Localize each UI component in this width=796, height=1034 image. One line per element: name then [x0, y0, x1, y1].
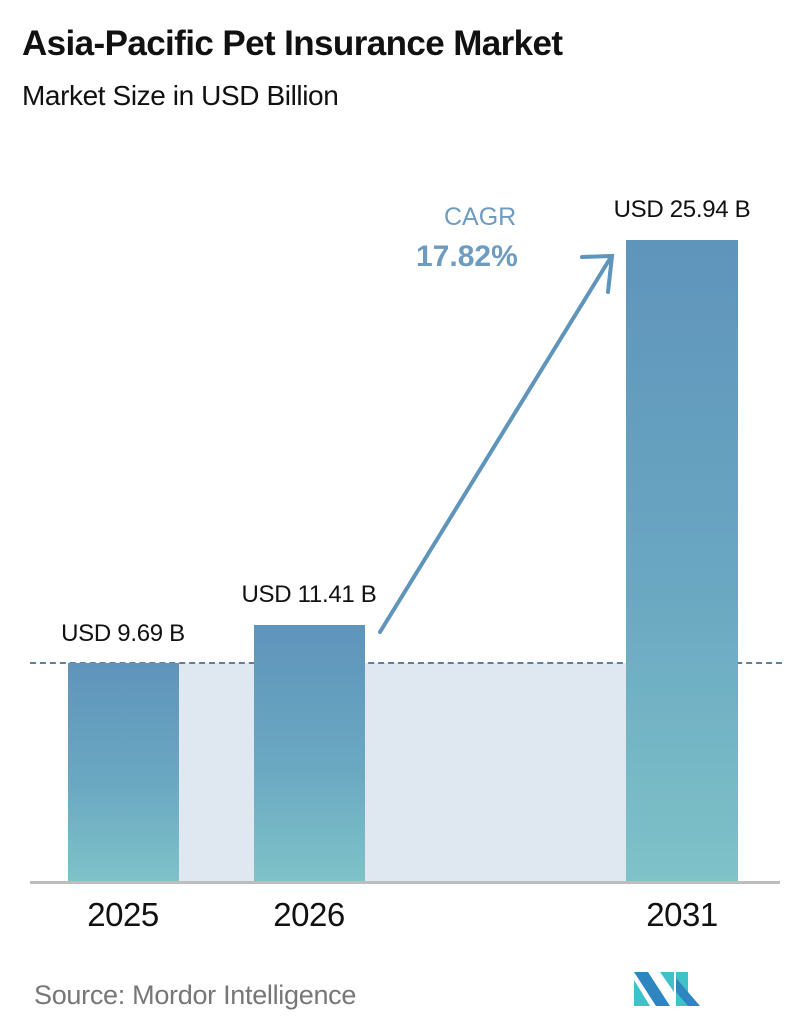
x-tick-2031: 2031 — [646, 896, 718, 933]
reference-dashed-line — [30, 662, 782, 664]
x-axis-baseline — [30, 881, 780, 884]
chart-title: Asia-Pacific Pet Insurance Market — [22, 24, 563, 63]
cagr-value: 17.82% — [416, 240, 518, 273]
source-text: Source: Mordor Intelligence — [34, 980, 357, 1010]
value-label-2026: USD 11.41 B — [241, 581, 377, 608]
cagr-label: CAGR — [444, 203, 517, 231]
mordor-intelligence-logo-icon — [634, 972, 700, 1006]
bar-2025 — [68, 663, 179, 881]
value-label-2031: USD 25.94 B — [613, 196, 751, 223]
bar-2031 — [626, 240, 738, 881]
bar-2026 — [254, 625, 365, 881]
value-label-2025: USD 9.69 B — [61, 620, 185, 647]
x-tick-2025: 2025 — [87, 896, 159, 933]
chart-subtitle: Market Size in USD Billion — [22, 80, 339, 111]
x-tick-2026: 2026 — [273, 896, 345, 933]
shaded-band — [179, 663, 626, 881]
